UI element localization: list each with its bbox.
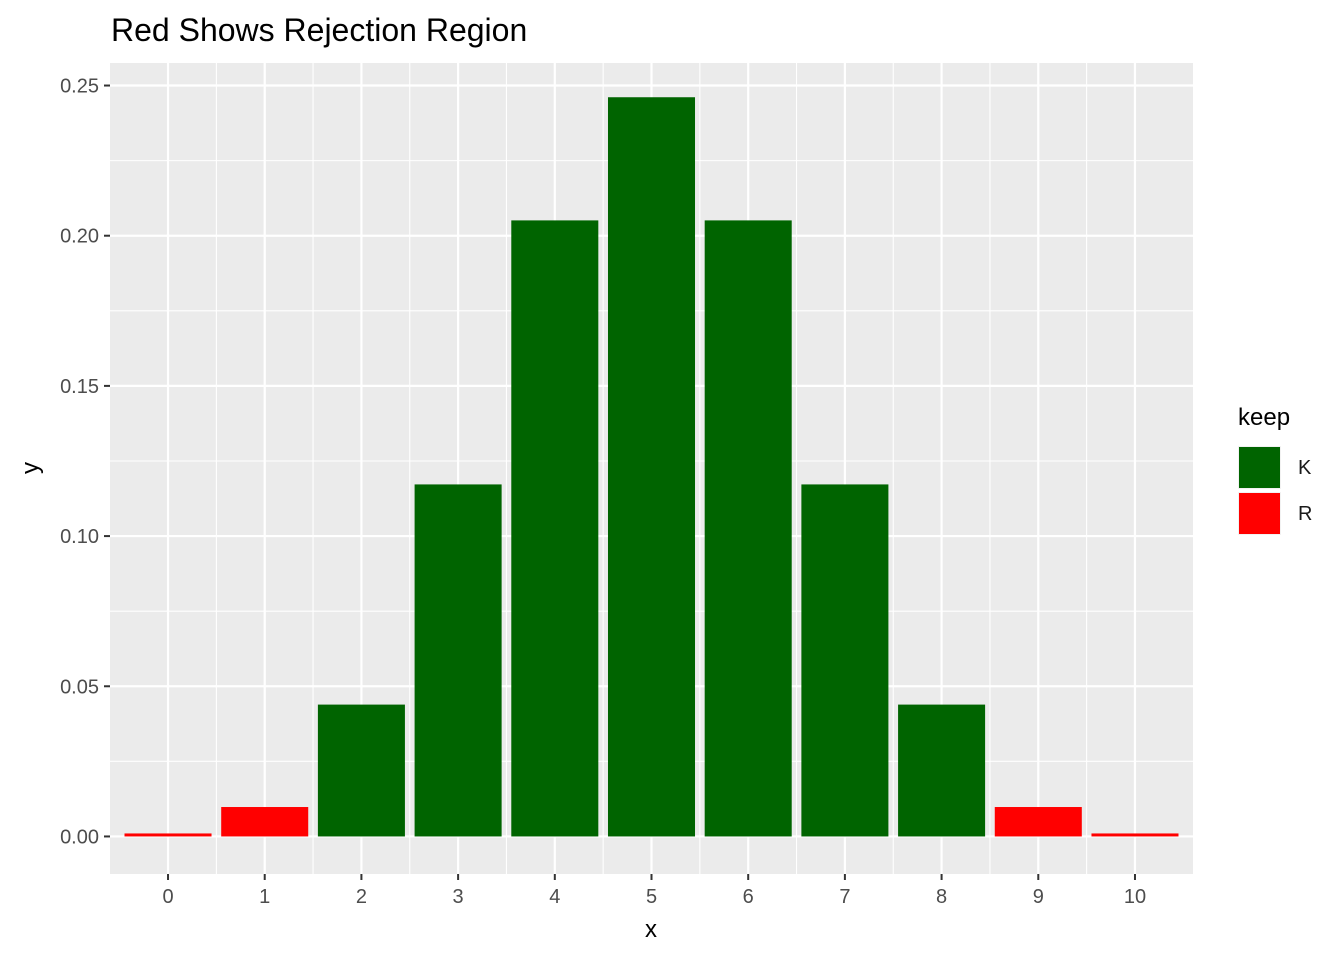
bar-9 bbox=[994, 807, 1082, 837]
y-tick-label: 0.25 bbox=[60, 76, 99, 98]
bars bbox=[124, 97, 1179, 837]
x-tick-label: 0 bbox=[162, 886, 173, 908]
x-tick-label: 7 bbox=[839, 886, 850, 908]
x-tick-label: 8 bbox=[936, 886, 947, 908]
x-tick-label: 2 bbox=[356, 886, 367, 908]
chart-title: Red Shows Rejection Region bbox=[111, 12, 527, 48]
bar-1 bbox=[221, 807, 309, 837]
x-axis-title: x bbox=[645, 916, 657, 943]
x-tick-label: 6 bbox=[743, 886, 754, 908]
bar-0 bbox=[124, 833, 212, 837]
bar-10 bbox=[1091, 833, 1179, 837]
y-tick-labels: 0.00 0.05 0.10 0.15 0.20 0.25 bbox=[60, 76, 99, 849]
y-tick-label: 0.00 bbox=[60, 826, 99, 848]
bar-3 bbox=[414, 484, 502, 837]
legend-swatch-R bbox=[1239, 493, 1280, 534]
bar-6 bbox=[704, 220, 792, 837]
x-tick-label: 3 bbox=[453, 886, 464, 908]
legend: keep K R bbox=[1238, 404, 1312, 535]
bar-5 bbox=[607, 97, 696, 837]
y-tick-label: 0.20 bbox=[60, 226, 99, 248]
x-tick-label: 5 bbox=[646, 886, 657, 908]
y-tick-label: 0.15 bbox=[60, 376, 99, 398]
legend-title: keep bbox=[1238, 404, 1290, 431]
y-axis-title: y bbox=[17, 462, 44, 474]
bar-2 bbox=[317, 704, 405, 837]
bar-4 bbox=[511, 220, 599, 837]
x-tick-labels: 0 1 2 3 4 5 6 7 8 9 10 bbox=[162, 886, 1146, 908]
bar-7 bbox=[801, 484, 889, 837]
bar-8 bbox=[898, 704, 986, 837]
legend-label-K: K bbox=[1298, 457, 1312, 479]
y-tick-label: 0.10 bbox=[60, 526, 99, 548]
axis-ticks bbox=[104, 84, 1136, 880]
x-tick-label: 9 bbox=[1033, 886, 1044, 908]
x-tick-label: 1 bbox=[259, 886, 270, 908]
y-tick-label: 0.05 bbox=[60, 676, 99, 698]
legend-label-R: R bbox=[1298, 503, 1312, 525]
legend-swatch-K bbox=[1239, 447, 1280, 488]
x-tick-label: 4 bbox=[549, 886, 560, 908]
x-tick-label: 10 bbox=[1124, 886, 1146, 908]
